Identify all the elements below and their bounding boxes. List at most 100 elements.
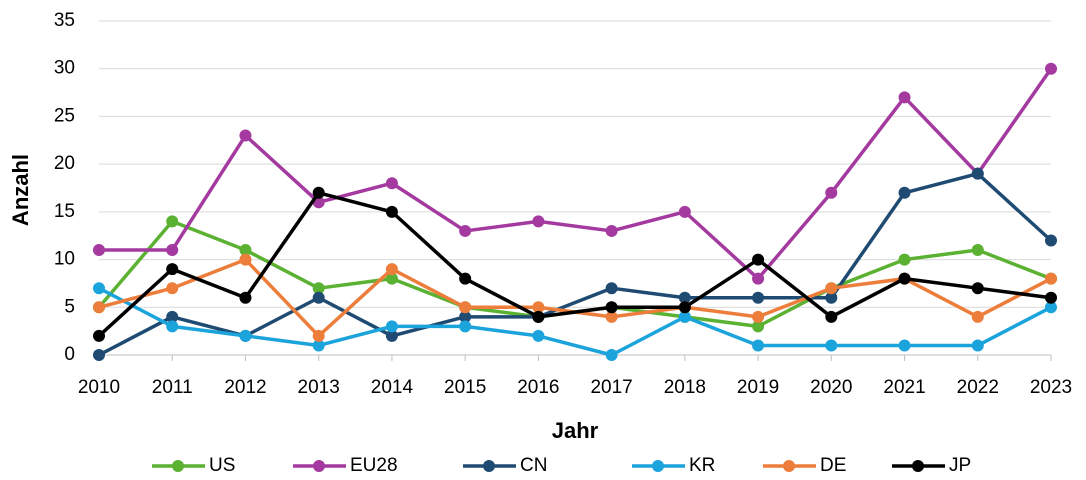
point	[971, 339, 984, 352]
point	[93, 349, 105, 361]
x-tick-label: 2010	[78, 377, 120, 398]
point	[385, 272, 398, 285]
point	[532, 310, 545, 323]
x-tick-label: 2022	[957, 377, 999, 398]
legend-label: KR	[689, 455, 715, 476]
point	[385, 205, 398, 218]
y-tick-label: 5	[64, 296, 75, 317]
point	[385, 320, 398, 333]
point	[605, 282, 618, 295]
point	[971, 244, 984, 257]
point	[166, 310, 179, 323]
point	[459, 301, 472, 314]
point	[678, 301, 691, 314]
x-tick-label: 2016	[517, 377, 559, 398]
series-line	[98, 286, 1052, 357]
x-tick-label: 2019	[737, 377, 779, 398]
legend-marker	[172, 460, 184, 472]
point	[385, 329, 398, 342]
point	[239, 129, 252, 142]
x-tick-label: 2018	[664, 377, 706, 398]
legend-label: EU28	[350, 455, 398, 476]
point	[93, 329, 105, 342]
legend-marker	[783, 460, 795, 472]
point	[825, 291, 838, 304]
point	[1045, 62, 1057, 75]
point	[898, 339, 911, 352]
y-tick-label: 25	[54, 105, 75, 126]
point	[971, 310, 984, 323]
x-tick-label: 2017	[590, 377, 632, 398]
y-tick-label: 30	[54, 58, 75, 79]
point	[825, 339, 838, 352]
x-tick-label: 2013	[298, 377, 340, 398]
legend-marker	[652, 460, 664, 472]
point	[1045, 234, 1057, 247]
point	[532, 215, 545, 228]
point	[459, 272, 472, 285]
y-tick-label: 35	[54, 10, 75, 31]
point	[752, 253, 765, 266]
x-axis-title: Jahr	[552, 418, 599, 443]
point	[166, 244, 179, 257]
legend-label: JP	[949, 455, 971, 476]
x-tick-label: 2011	[152, 377, 193, 398]
legend-label: DE	[820, 455, 846, 476]
y-tick-label: 0	[64, 344, 75, 365]
y-tick-label: 10	[54, 249, 75, 270]
point	[239, 329, 252, 342]
point	[605, 224, 618, 237]
y-tick-label: 20	[54, 153, 75, 174]
point	[93, 301, 105, 314]
point	[459, 224, 472, 237]
point	[239, 291, 252, 304]
point	[93, 244, 105, 257]
x-tick-label: 2020	[810, 377, 852, 398]
point	[898, 91, 911, 104]
point	[752, 272, 765, 285]
series-line	[97, 191, 1052, 338]
point	[166, 282, 179, 295]
point	[898, 186, 911, 199]
legend-label: US	[209, 455, 235, 476]
point	[971, 282, 984, 295]
point	[385, 177, 398, 190]
point	[605, 301, 618, 314]
legend-marker	[313, 460, 325, 472]
point	[1045, 291, 1057, 304]
y-axis-title: Anzahl	[8, 154, 33, 226]
x-tick-label: 2012	[224, 377, 266, 398]
point	[1045, 272, 1057, 285]
x-tick-label: 2023	[1030, 377, 1072, 398]
point	[312, 282, 325, 295]
point	[605, 349, 618, 361]
legend-label: CN	[520, 455, 547, 476]
point	[166, 215, 179, 228]
point	[971, 167, 984, 180]
point	[898, 253, 911, 266]
series-line	[98, 171, 1053, 357]
point	[239, 244, 252, 257]
point	[385, 263, 398, 276]
point	[532, 329, 545, 342]
point	[752, 320, 765, 333]
point	[752, 339, 765, 352]
point	[459, 320, 472, 333]
point	[752, 291, 765, 304]
point	[1045, 301, 1057, 314]
point	[459, 310, 472, 323]
point	[166, 263, 179, 276]
x-tick-label: 2014	[371, 377, 414, 398]
legend-marker	[912, 460, 924, 472]
point	[239, 253, 252, 266]
y-tick-label: 15	[54, 201, 75, 222]
point	[312, 339, 325, 352]
point	[678, 205, 691, 218]
point	[752, 310, 765, 323]
point	[312, 329, 325, 342]
point	[825, 186, 838, 199]
x-tick-label: 2015	[444, 377, 486, 398]
legend-marker	[483, 460, 495, 472]
point	[312, 291, 325, 304]
